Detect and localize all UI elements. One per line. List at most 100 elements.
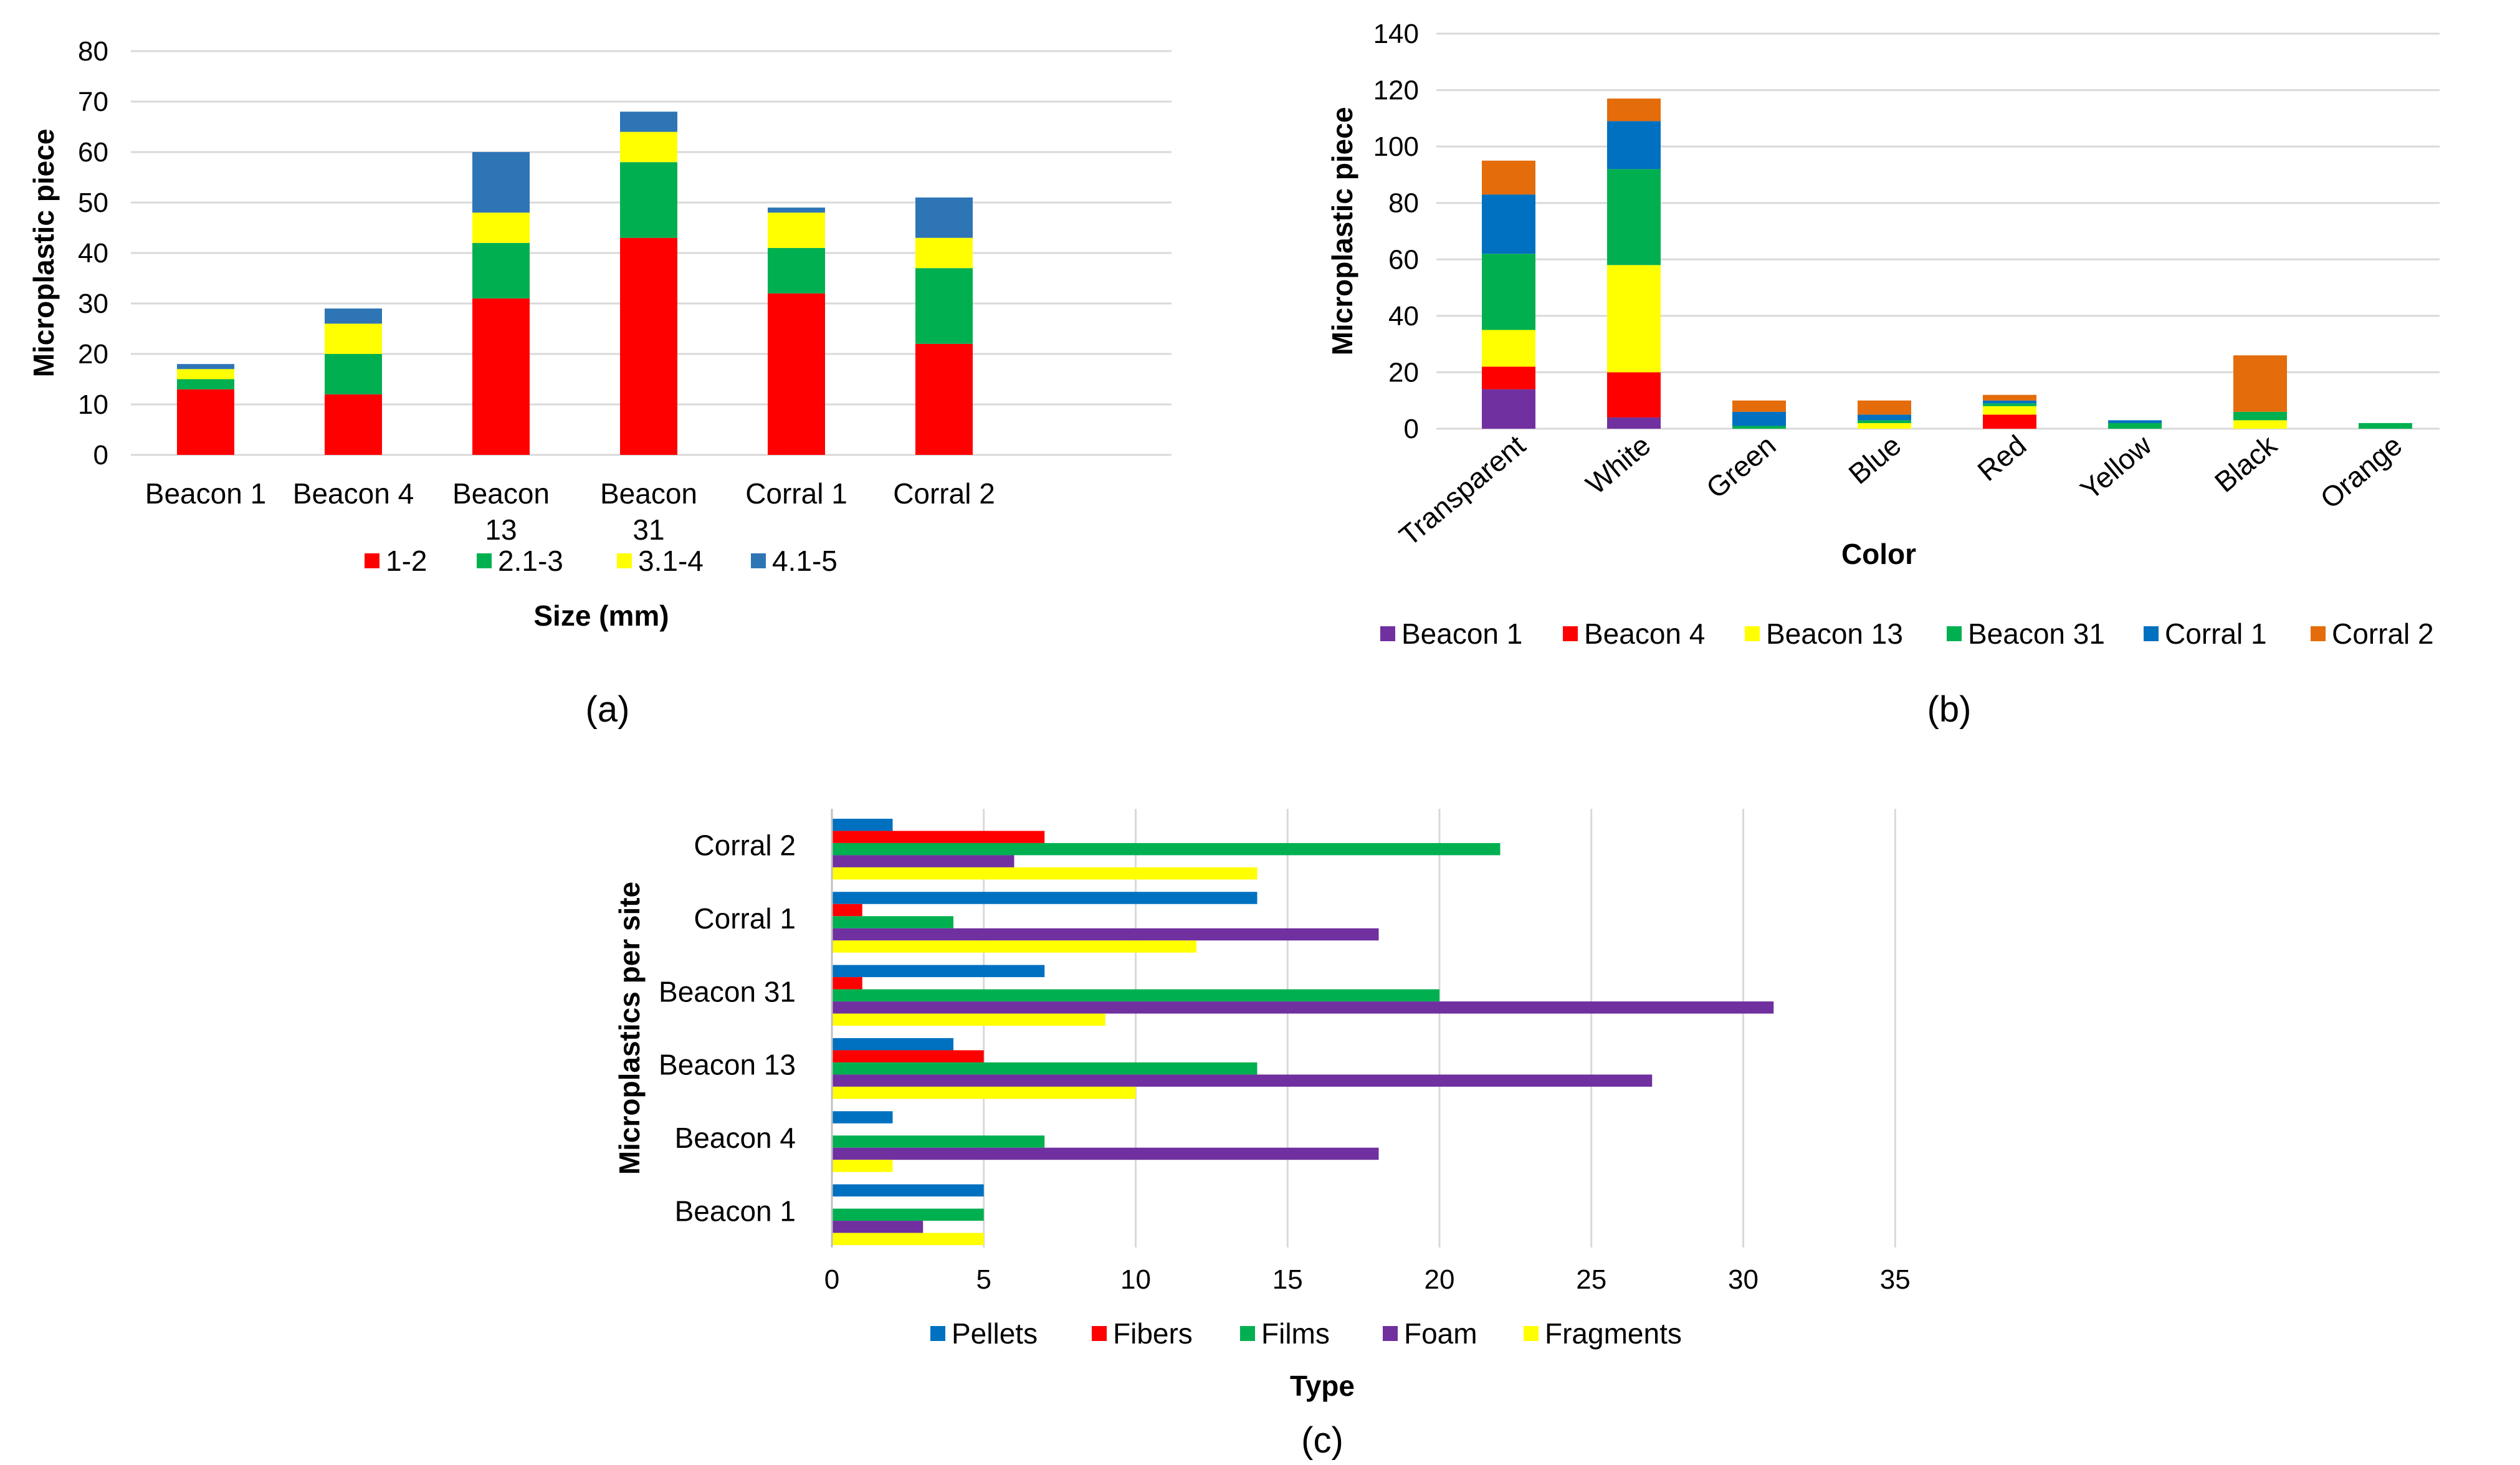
c-bar [832,1184,984,1197]
b-bar-segment [1858,422,1911,429]
a-bar-segment [177,389,234,455]
c-legend-swatch [1240,1326,1255,1341]
a-bar-segment [620,112,677,132]
c-bar [832,965,1045,978]
chart-b: 0 20 40 60 80 100 120 140 Transparent White Green B… [1326,19,2440,730]
c-legend-label: Foam [1404,1317,1477,1350]
c-bar [832,855,1014,867]
b-bar-segment [1607,169,1661,265]
c-x-tick: 0 [824,1264,839,1295]
c-bar [832,892,1258,904]
a-legend-label: 2.1-3 [498,545,563,577]
b-legend-swatch [2144,626,2159,641]
b-legend-label: Corral 2 [2332,618,2434,650]
b-bar-segment [1607,372,1661,418]
a-bar-segment [177,364,234,370]
a-x-tick: Beacon 4 [293,477,414,510]
b-y-tick: 120 [1373,75,1419,106]
a-bar-segment [915,268,973,344]
a-bar-segment [472,212,530,243]
b-bar-segment [1607,98,1661,122]
b-bar-segment [1858,414,1911,421]
b-legend-label: Beacon 4 [1584,618,1705,650]
c-bar [832,1233,984,1246]
a-legend-swatch [751,553,766,568]
c-bar [832,1147,1379,1160]
a-x-tick: 31 [632,513,664,546]
b-bar-segment [1482,254,1535,330]
b-legend-label: Beacon 13 [1766,618,1903,650]
b-y-axis-label: Microplastic piece [1326,107,1358,356]
b-bar-segment [1983,406,2036,415]
a-y-tick: 10 [78,389,108,420]
b-y-tick: 20 [1388,357,1419,388]
b-y-tick: 60 [1388,244,1419,275]
c-y-axis-label: Microplastics per site [613,882,646,1175]
b-bar-segment [1858,420,1911,423]
c-y-tick: Corral 1 [694,902,796,935]
a-bar-segment [915,237,973,269]
a-bar-segment [620,237,677,455]
a-y-tick: 50 [78,188,108,218]
c-bar [832,831,1045,843]
b-bar-segment [2233,355,2287,412]
b-bar-segment [1983,394,2036,401]
a-legend-swatch [365,553,379,568]
b-y-tick: 0 [1404,414,1419,444]
b-bar-segment [2233,420,2287,429]
a-bar-segment [768,293,825,455]
b-bar-segment [1482,160,1535,195]
c-bar [832,1050,984,1062]
a-y-tick: 20 [78,339,108,370]
b-x-tick: Transparent [1393,429,1531,552]
a-legend-label: 1-2 [386,545,427,577]
c-y-tick: Beacon 1 [675,1195,796,1227]
a-bar-segment [768,212,825,248]
c-y-tick: Beacon 31 [659,975,796,1008]
a-panel-label: (a) [586,689,630,730]
b-x-tick: Yellow [2074,428,2158,506]
c-x-tick: 20 [1425,1264,1455,1295]
c-legend-swatch [1524,1326,1539,1341]
b-bar-segment [1732,400,1786,412]
b-x-tick: White [1580,429,1657,500]
a-y-tick: 60 [78,137,108,168]
b-x-axis-label: Color [1841,538,1916,570]
b-bar-segment [1983,403,2036,406]
b-legend-swatch [1563,626,1578,641]
b-bar-segment [1983,414,2036,429]
a-y-tick: 70 [78,87,108,117]
c-bar [832,989,1439,1002]
chart-c: 0 5 10 15 20 25 30 35 Beacon 1 Beacon 4 Beacon 13 B… [613,809,1911,1461]
c-bar [832,1135,1045,1148]
b-bar-segment [2359,422,2412,429]
a-legend-swatch [477,553,492,568]
b-x-tick: Green [1700,429,1782,505]
c-x-tick: 10 [1120,1264,1151,1295]
b-bar-segment [1607,121,1661,169]
a-legend-label: 3.1-4 [638,545,704,577]
c-x-tick: 25 [1576,1264,1606,1295]
a-bar-segment [325,308,382,324]
a-bar-segment [325,394,382,455]
c-x-tick: 35 [1880,1264,1911,1295]
a-bar-segment [472,152,530,213]
a-y-tick: 40 [78,238,108,269]
c-bar [832,1013,1105,1026]
a-y-tick: 80 [78,36,108,67]
a-x-axis-label: Size (mm) [533,599,669,632]
b-y-tick: 40 [1388,301,1419,332]
c-x-tick: 30 [1728,1264,1759,1295]
c-legend-swatch [930,1326,945,1341]
b-bar-segment [1732,426,1786,429]
c-legend-label: Pellets [952,1317,1038,1350]
b-legend-label: Corral 1 [2165,618,2267,650]
b-bar-segment [1482,366,1535,389]
c-legend-swatch [1092,1326,1107,1341]
a-bar-segment [768,247,825,293]
a-bar-segment [915,343,973,455]
c-panel-label: (c) [1301,1420,1344,1461]
b-legend-swatch [2311,626,2326,641]
